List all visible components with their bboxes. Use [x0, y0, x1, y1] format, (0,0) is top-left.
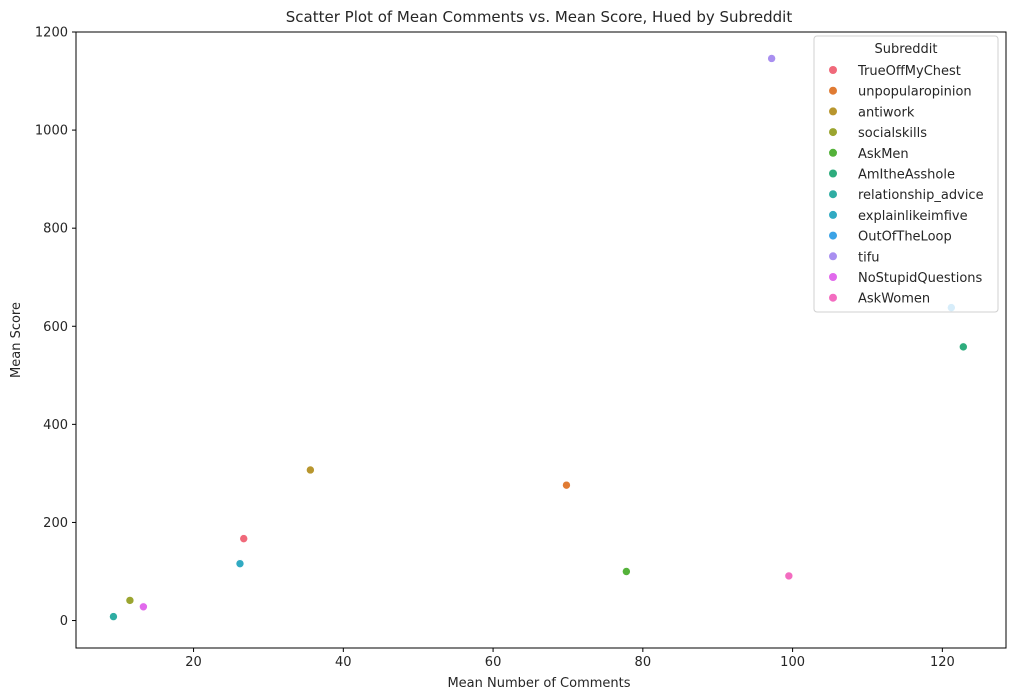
legend-item-label: AskMen	[858, 147, 909, 162]
legend-marker	[829, 273, 837, 281]
legend-box	[813, 35, 999, 313]
y-tick-label: 600	[43, 320, 68, 335]
x-axis-label: Mean Number of Comments	[447, 676, 630, 691]
legend-marker	[829, 231, 837, 240]
legend-marker	[829, 128, 837, 137]
y-tick-label: 800	[43, 222, 68, 237]
data-point-trueoffmychest	[239, 534, 249, 543]
y-tick-label: 1200	[35, 26, 68, 41]
data-point-antiwork	[306, 465, 315, 475]
legend-marker	[829, 190, 837, 199]
legend-item-label: unpopularopinion	[858, 85, 972, 100]
y-tick-label: 0	[60, 614, 68, 629]
data-point-nostupidquestions	[139, 602, 148, 612]
legend-item-label: tifu	[858, 250, 880, 265]
x-tick-label: 80	[635, 655, 652, 670]
data-point-askmen	[622, 567, 631, 576]
legend-marker	[829, 86, 837, 95]
y-tick-label: 1000	[35, 124, 68, 139]
legend-item-label: socialskills	[858, 126, 927, 141]
x-tick-label: 100	[780, 655, 805, 670]
legend-marker	[829, 210, 837, 219]
legend: Subreddit TrueOffMyChest unpopularopinion…	[813, 35, 999, 313]
data-point-amitheasshole	[959, 342, 968, 352]
data-point-relationship-advice	[109, 612, 118, 621]
legend-marker	[829, 148, 837, 157]
legend-item-label: AmItheAsshole	[858, 168, 955, 183]
legend-item-label: OutOfTheLoop	[858, 230, 952, 245]
legend-marker	[829, 66, 837, 74]
y-axis-label: Mean Score	[9, 302, 24, 378]
legend-item-label: AskWomen	[858, 292, 930, 307]
legend-item-label: relationship_advice	[858, 188, 984, 203]
legend-marker	[829, 293, 837, 302]
x-tick-label: 40	[335, 655, 352, 670]
legend-title: Subreddit	[874, 42, 937, 57]
data-point-explainlikeimfive	[235, 559, 245, 568]
y-tick-label: 200	[43, 516, 68, 531]
x-tick-label: 60	[485, 655, 502, 670]
legend-marker	[829, 107, 837, 116]
x-tick-label: 20	[185, 655, 202, 670]
y-tick-label: 400	[43, 418, 68, 433]
legend-item-label: explainlikeimfive	[858, 209, 968, 224]
data-point-tifu	[767, 54, 776, 63]
plot-frame	[75, 31, 1007, 649]
data-point-socialskills	[125, 596, 135, 605]
legend-marker	[829, 252, 837, 261]
data-point-askwomen	[784, 571, 794, 581]
legend-item-label: NoStupidQuestions	[858, 271, 983, 286]
data-point-unpopularopinion	[562, 480, 571, 490]
chart-title: Scatter Plot of Mean Comments vs. Mean S…	[286, 8, 793, 26]
legend-item-label: antiwork	[858, 105, 915, 120]
legend-item-label: TrueOffMyChest	[857, 64, 961, 79]
x-tick-label: 120	[930, 655, 955, 670]
legend-marker	[829, 169, 837, 178]
